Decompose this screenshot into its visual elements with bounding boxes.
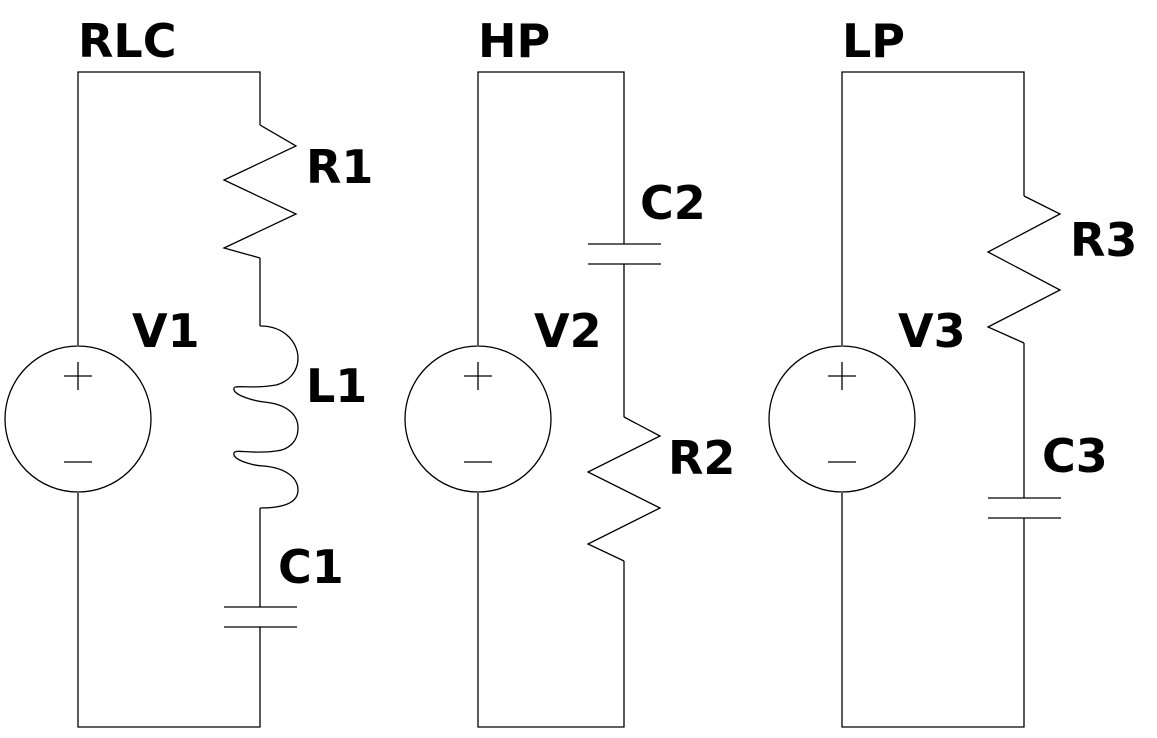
source-label-v3: V3 bbox=[898, 304, 966, 358]
capacitor-plates-c1 bbox=[224, 606, 297, 628]
capacitor-plates-c3 bbox=[988, 497, 1061, 519]
capacitor-c2: C2 bbox=[588, 176, 706, 265]
component-label-c2: C2 bbox=[640, 176, 706, 230]
wire-lp-left-bottom bbox=[841, 493, 1025, 728]
resistor-zigzag-r1 bbox=[222, 124, 298, 259]
wire-hp-left-top bbox=[477, 71, 625, 345]
component-label-l1: L1 bbox=[306, 359, 367, 413]
circuit-lp: LP V3 R3 C3 bbox=[768, 14, 1137, 728]
circuit-title-lp: LP bbox=[842, 14, 905, 68]
plus-terminal-icon bbox=[464, 362, 492, 390]
component-label-r2: R2 bbox=[668, 431, 735, 485]
resistor-r2: R2 bbox=[586, 416, 735, 562]
plus-terminal-icon bbox=[828, 362, 856, 390]
component-label-r1: R1 bbox=[306, 140, 373, 194]
voltage-source-v3: V3 bbox=[768, 304, 966, 493]
resistor-r1: R1 bbox=[222, 124, 373, 259]
component-label-c1: C1 bbox=[278, 540, 344, 594]
wire-rlc-left-bottom bbox=[77, 493, 261, 728]
capacitor-c3: C3 bbox=[988, 429, 1108, 519]
resistor-r3: R3 bbox=[986, 195, 1137, 344]
inductor-l1: L1 bbox=[233, 325, 367, 509]
voltage-source-v1: V1 bbox=[4, 304, 200, 493]
voltage-source-circle bbox=[404, 345, 552, 493]
inductor-coil-l1 bbox=[233, 325, 299, 509]
wire-rlc-left-top bbox=[77, 71, 261, 345]
capacitor-c1: C1 bbox=[224, 540, 344, 628]
circuit-hp: HP V2 C2 R2 bbox=[404, 14, 735, 728]
circuit-rlc: RLC V1 R1 L1 C1 bbox=[4, 14, 373, 728]
capacitor-plates-c2 bbox=[588, 243, 661, 265]
wire-lp-left-top bbox=[841, 71, 1025, 345]
circuit-title-hp: HP bbox=[478, 14, 550, 68]
voltage-source-circle bbox=[768, 345, 916, 493]
component-label-r3: R3 bbox=[1070, 213, 1137, 267]
source-label-v2: V2 bbox=[534, 304, 602, 358]
plus-terminal-icon bbox=[64, 362, 92, 390]
source-label-v1: V1 bbox=[132, 304, 200, 358]
circuit-title-rlc: RLC bbox=[78, 14, 177, 68]
voltage-source-v2: V2 bbox=[404, 304, 602, 493]
voltage-source-circle bbox=[4, 345, 152, 493]
resistor-zigzag-r3 bbox=[986, 195, 1062, 344]
wire-hp-left-bottom bbox=[477, 493, 625, 728]
component-label-c3: C3 bbox=[1042, 429, 1108, 483]
resistor-zigzag-r2 bbox=[586, 416, 662, 562]
